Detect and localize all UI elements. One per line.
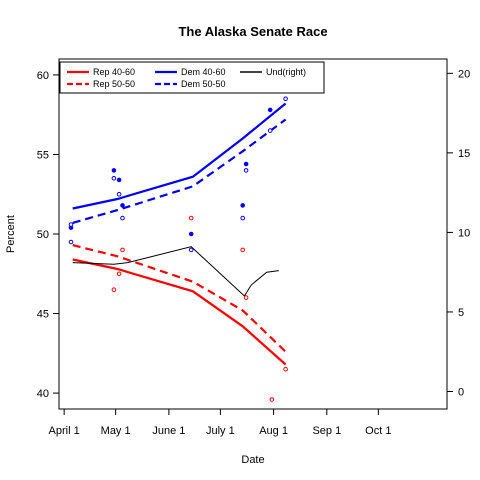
poll-point: [111, 176, 117, 181]
poll-point: [283, 96, 288, 102]
legend: Rep 40-60 Rep 50-50 Dem 40-60 Dem 50-50 Und(…: [59, 61, 325, 94]
chart-title: The Alaska Senate Race: [178, 24, 327, 39]
legend-box: [59, 61, 325, 94]
points-layer: [68, 96, 288, 402]
poll-point: [116, 177, 122, 183]
y-tick-label-right: 0: [458, 387, 464, 399]
poll-point: [243, 295, 249, 300]
y-tick-label-right: 10: [458, 227, 470, 239]
poll-point: [111, 287, 117, 293]
poll-point: [188, 215, 194, 221]
poll-point: [243, 168, 249, 173]
x-tick-label: May 1: [101, 425, 131, 437]
poll-point: [120, 247, 125, 253]
poll-point: [283, 366, 288, 372]
y-tick-label-left: 60: [37, 70, 49, 82]
poll-point: [267, 107, 273, 113]
y-tick-label-left: 45: [37, 309, 49, 321]
legend-items: Rep 40-60 Rep 50-50 Dem 40-60 Dem 50-50 Und(…: [67, 67, 306, 89]
y-tick-label-left: 40: [37, 388, 49, 400]
series-line-5: [72, 246, 279, 297]
series-line-3: [72, 102, 287, 210]
legend-label: Dem 40-60: [181, 67, 226, 77]
y-tick-label-left: 50: [37, 229, 49, 241]
y-tick-label-right: 5: [458, 307, 464, 319]
x-tick-label: Oct 1: [365, 425, 391, 437]
x-tick-label: Sep 1: [312, 425, 341, 437]
y-tick-label-left: 55: [37, 149, 49, 161]
poll-point: [68, 239, 74, 245]
legend-label: Dem 50-50: [181, 79, 226, 89]
y-axis-right: 0 5 10 15 20: [446, 68, 470, 399]
y-tick-label-right: 20: [458, 68, 470, 80]
poll-point: [269, 397, 275, 402]
y-axis-left: 40 45 50 55 60: [37, 70, 60, 400]
x-tick-label: June 1: [152, 425, 185, 437]
x-tick-label: Aug 1: [259, 425, 288, 437]
x-tick-label: July 1: [206, 425, 235, 437]
x-axis-label: Date: [241, 454, 264, 466]
legend-label: Rep 50-50: [93, 79, 135, 89]
y-tick-label-right: 15: [458, 148, 470, 160]
poll-point: [267, 128, 273, 133]
series-line-4: [72, 118, 287, 224]
poll-point: [240, 215, 245, 221]
poll-point: [240, 203, 245, 208]
x-tick-label: April 1: [49, 425, 80, 437]
poll-point: [120, 215, 125, 221]
series-layer: [72, 102, 287, 366]
series-line-1: [72, 258, 287, 366]
poll-point: [116, 271, 122, 277]
poll-point: [120, 203, 125, 208]
legend-label: Rep 40-60: [93, 67, 135, 77]
x-axis: April 1 May 1 June 1 July 1 Aug 1 Sep 1 Oct 1: [49, 408, 391, 437]
series-line-2: [72, 244, 287, 353]
y-axis-label: Percent: [5, 215, 17, 253]
poll-point: [116, 191, 122, 197]
poll-point: [240, 247, 245, 253]
legend-label: Und(right): [266, 67, 306, 77]
poll-point: [68, 222, 74, 227]
poll-point: [243, 161, 249, 167]
poll-point: [111, 168, 117, 173]
poll-point: [188, 247, 194, 253]
poll-point: [188, 231, 194, 237]
